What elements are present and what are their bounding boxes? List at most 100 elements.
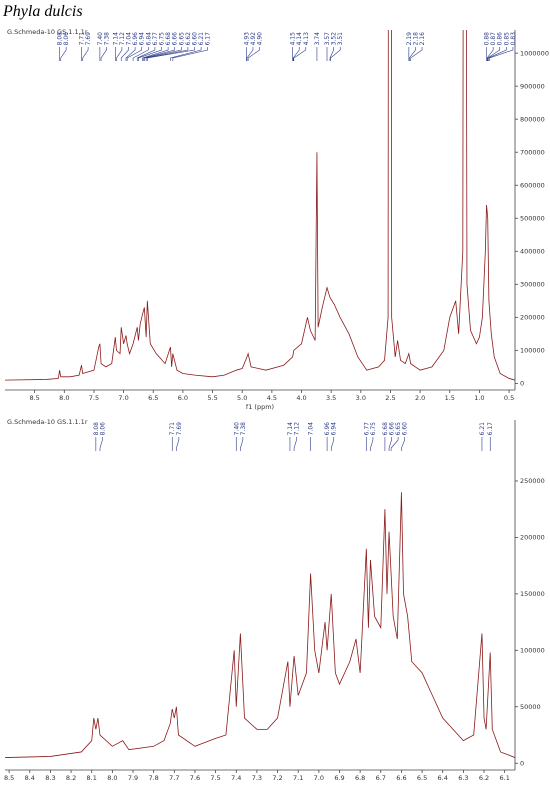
peak-label: 6.17	[487, 422, 494, 436]
peak-label: 7.71	[169, 422, 176, 436]
x-tick-label: 7.8	[148, 774, 158, 782]
x-tick-label: 5.5	[207, 394, 217, 402]
spectrum-line	[5, 30, 515, 381]
y-tick-label: 100000	[520, 347, 545, 355]
peak-label: 6.60	[402, 422, 409, 436]
peak-label: 7.69	[85, 32, 92, 46]
x-tick-label: 6.6	[396, 774, 406, 782]
x-tick-label: 6.9	[334, 774, 344, 782]
spectrum-line	[5, 492, 515, 758]
peak-connector	[293, 47, 307, 61]
peak-label: 7.14	[287, 422, 294, 436]
peak-connector	[390, 437, 399, 451]
peak-label: 7.04	[308, 422, 315, 436]
peak-label: 4.93	[243, 32, 250, 46]
x-tick-label: 8.2	[66, 774, 76, 782]
peak-connector	[138, 47, 162, 61]
peak-label: 2.16	[419, 32, 426, 46]
peak-connector	[487, 47, 501, 61]
y-tick-label: 800000	[520, 115, 545, 123]
peak-connector	[143, 47, 176, 61]
peak-label: 6.62	[185, 32, 192, 46]
peak-label: 3.52	[331, 32, 338, 46]
y-tick-label: 300000	[520, 281, 545, 289]
peak-label: 4.90	[257, 32, 264, 46]
peak-connector	[401, 437, 406, 451]
x-axis-label: f1 (ppm)	[246, 403, 274, 411]
x-tick-label: 8.3	[45, 774, 55, 782]
peak-connector	[82, 47, 89, 61]
peak-connector	[370, 437, 374, 451]
peak-label: 6.21	[198, 32, 205, 46]
peak-connector	[329, 47, 334, 61]
x-tick-label: 7.5	[210, 774, 220, 782]
x-tick-label: 3.0	[356, 394, 366, 402]
peak-connector	[410, 47, 423, 61]
peak-label: 6.75	[159, 32, 166, 46]
x-tick-label: 6.8	[355, 774, 365, 782]
x-tick-label: 7.7	[169, 774, 179, 782]
peak-connector	[170, 47, 202, 61]
peak-label: 7.40	[97, 32, 104, 46]
peak-label: 6.94	[331, 422, 338, 436]
x-tick-label: 1.0	[474, 394, 484, 402]
peak-connector	[176, 437, 180, 451]
peak-label: 6.66	[389, 422, 396, 436]
peak-label: 6.65	[395, 422, 402, 436]
x-tick-label: 6.0	[178, 394, 188, 402]
peak-connector	[142, 47, 169, 61]
peak-label: 8.08	[57, 32, 64, 46]
peak-connector	[147, 47, 195, 61]
y-tick-label: 1000000	[520, 49, 549, 57]
peak-connector	[388, 437, 392, 451]
peak-label: 8.06	[99, 422, 106, 436]
x-tick-label: 1.5	[445, 394, 455, 402]
x-tick-label: 7.1	[293, 774, 303, 782]
peak-connector	[60, 47, 67, 61]
peak-label: 3.57	[324, 32, 331, 46]
y-tick-label: 250000	[520, 477, 545, 485]
x-tick-label: 8.0	[59, 394, 69, 402]
peak-connector	[240, 437, 244, 451]
y-tick-label: 200000	[520, 534, 545, 542]
peak-label: 7.69	[176, 422, 183, 436]
y-tick-label: 100000	[520, 647, 545, 655]
x-tick-label: 7.4	[231, 774, 241, 782]
chart: G.Schmeda-10 GS.1.1.1r 0 50000 100000 150000…	[4, 418, 545, 782]
peak-connector	[489, 47, 514, 61]
peak-label: 4.15	[290, 32, 297, 46]
peak-label: 6.65	[178, 32, 185, 46]
x-tick-label: 7.0	[118, 394, 128, 402]
peak-label: 4.14	[296, 32, 303, 46]
page-title: Phyla dulcis	[2, 3, 83, 20]
x-tick-label: 6.2	[479, 774, 489, 782]
chart: G.Schmeda-10 GS.1.1.1r 0 100000 200000 30000…	[5, 28, 549, 411]
peak-label: 6.17	[205, 32, 212, 46]
x-tick-label: 7.2	[272, 774, 282, 782]
x-tick-label: 6.1	[500, 774, 510, 782]
peak-label: 4.92	[250, 32, 257, 46]
x-tick-label: 7.0	[314, 774, 324, 782]
peak-connector	[144, 47, 182, 61]
peak-connector	[293, 437, 297, 451]
peak-connector	[247, 47, 260, 61]
x-tick-label: 7.9	[128, 774, 138, 782]
x-tick-label: 6.7	[376, 774, 386, 782]
peak-label: 6.66	[172, 32, 179, 46]
x-tick-label: 0.5	[504, 394, 514, 402]
peak-connector	[120, 47, 129, 61]
peak-label: 6.96	[324, 422, 331, 436]
peak-connector	[132, 47, 149, 61]
x-tick-label: 7.6	[190, 774, 200, 782]
peak-connector	[125, 47, 136, 61]
peak-label: 6.77	[363, 422, 370, 436]
x-tick-label: 5.0	[237, 394, 247, 402]
peak-label: 6.68	[165, 32, 172, 46]
peak-connector	[145, 47, 189, 61]
chart-title: G.Schmeda-10 GS.1.1.1r	[7, 28, 88, 36]
peak-label: 8.06	[63, 32, 70, 46]
x-tick-label: 4.5	[267, 394, 277, 402]
x-tick-label: 8.1	[87, 774, 97, 782]
peak-label: 6.75	[370, 422, 377, 436]
